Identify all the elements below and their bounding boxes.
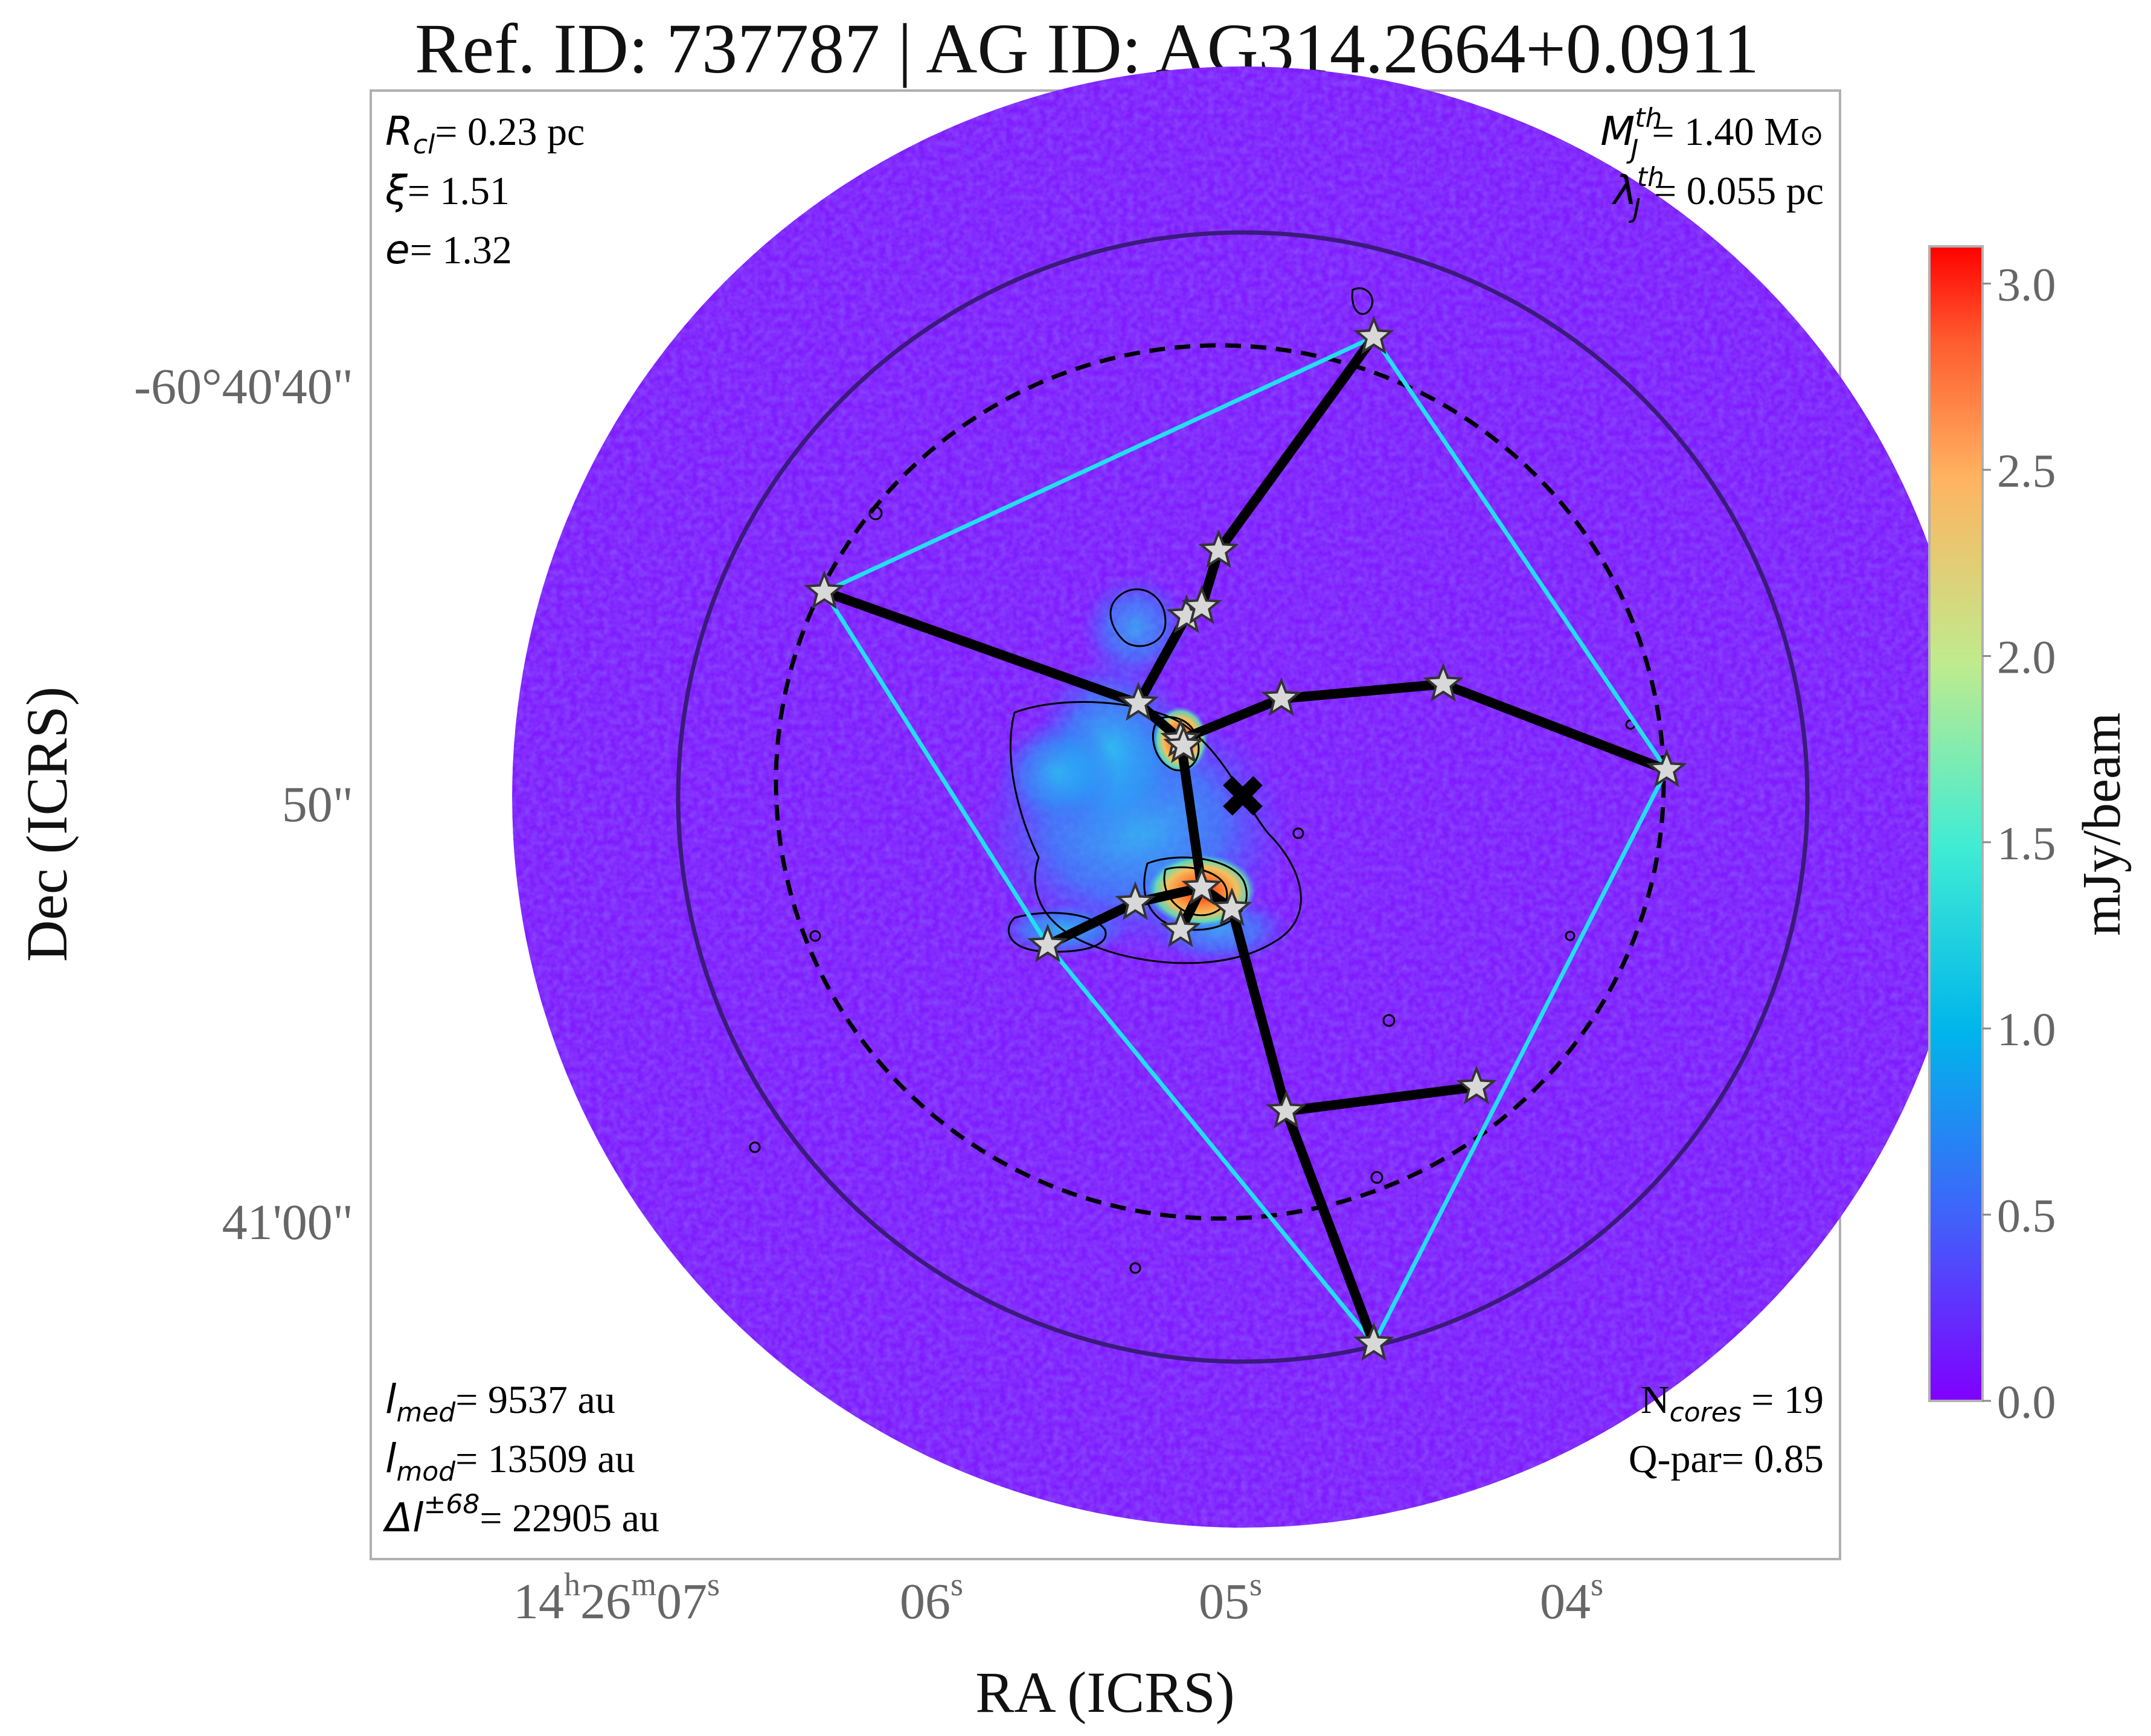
ann-bl-2-sup: ±68 (424, 1489, 480, 1520)
ann-tl-2-text: = 1.32 (410, 228, 512, 272)
x-tick-s: 07 (656, 1574, 707, 1630)
cluster-center-marker (1223, 776, 1263, 816)
ann-br-1-text: = 0.85 (1722, 1437, 1824, 1481)
x-tick-m-unit: m (631, 1566, 656, 1603)
colorbar-tick-label: 1.0 (1997, 1003, 2056, 1055)
svg-text:e= 1.32: e= 1.32 (385, 226, 512, 273)
x-tick-label: 06s (900, 1566, 963, 1630)
ann-br-0-text: = 19 (1742, 1378, 1824, 1422)
annotation-top-right: Mth J = 1.40 M⊙ λth J = 0.055 pc (1600, 103, 1824, 224)
core-star-marker (1181, 866, 1222, 905)
svg-text:Q-par= 0.85: Q-par= 0.85 (1629, 1437, 1824, 1481)
x-tick-val: 06 (900, 1574, 950, 1630)
annotation-bottom-left: lmed= 9537 au lmod= 13509 au Δl±68= 2290… (382, 1376, 659, 1541)
svg-text:ξ= 1.51: ξ= 1.51 (385, 167, 510, 214)
fitted-ellipse (774, 343, 1666, 1221)
colorbar-tick-label: 1.5 (1997, 817, 2056, 870)
x-tick-s-unit: s (707, 1566, 720, 1603)
ann-bl-0-sub: med (396, 1397, 456, 1428)
ann-tr-0-sup: th (1635, 103, 1662, 133)
ann-bl-1-text: = 13509 au (455, 1437, 635, 1481)
colorbar-tick-label: 3.0 (1997, 258, 2056, 311)
y-tick-label: 50" (282, 777, 353, 833)
x-tick-labels: 14h26m07s 06s 05s 04s (513, 1566, 1603, 1630)
core-star-marker (1118, 682, 1159, 721)
x-axis-label: RA (ICRS) (975, 1660, 1234, 1725)
ann-bl-2-text: = 22905 au (479, 1496, 659, 1540)
core-star-marker (1211, 887, 1252, 926)
ann-tr-1-sym: λ (1612, 167, 1637, 214)
ann-bl-0-sym: l (385, 1376, 397, 1423)
x-tick-val: 05 (1199, 1574, 1249, 1630)
core-star-marker (1353, 315, 1394, 354)
x-tick-unit: s (1591, 1566, 1603, 1603)
ann-tl-0-sym: R (385, 108, 413, 155)
x-tick-h-unit: h (564, 1566, 580, 1603)
core-star-marker (1160, 908, 1201, 947)
ann-tl-1-sym: ξ (385, 167, 408, 214)
ann-tl-2-sym: e (385, 226, 410, 273)
colorbar-tick-label: 0.5 (1997, 1190, 2056, 1242)
x-tick-unit: s (950, 1566, 963, 1603)
core-star-marker (1646, 748, 1687, 787)
colorbar-tick-label: 0.0 (1997, 1376, 2056, 1428)
colorbar-tick-label: 2.5 (1997, 444, 2056, 497)
y-tick-labels: -60°40'40" 50" 41'00" (134, 359, 353, 1251)
svg-text:Δl±68= 22905 au: Δl±68= 22905 au (382, 1489, 659, 1541)
cores (804, 315, 1687, 1361)
x-tick-unit: s (1249, 1566, 1262, 1603)
ann-tr-1-sup: th (1637, 162, 1664, 193)
outer-radius-circle (676, 230, 1810, 1364)
annotation-bottom-right: Ncores = 19 Q-par= 0.85 (1629, 1378, 1824, 1481)
chart-title: Ref. ID: 737787 | AG ID: AG314.2664+0.09… (415, 9, 1759, 88)
ann-bl-0-text: = 9537 au (455, 1378, 615, 1422)
ann-br-1-pre: Q-par (1629, 1437, 1722, 1481)
convex-hull (821, 334, 1670, 1348)
ann-tl-1-text: = 1.51 (408, 169, 510, 213)
svg-text:lmod= 13509 au: lmod= 13509 au (385, 1435, 635, 1487)
ann-bl-1-sym: l (385, 1435, 397, 1482)
core-star-marker (804, 570, 845, 609)
core-star-marker (1266, 1089, 1307, 1129)
ann-br-0-sub: cores (1670, 1397, 1742, 1428)
x-tick-label: 14h26m07s (513, 1566, 720, 1630)
ann-tr-0-suffix: ⊙ (1800, 118, 1824, 152)
ann-tr-0-text: = 1.40 M (1652, 110, 1799, 154)
colorbar-ticks: 3.0 2.5 2.0 1.5 1.0 0.5 0.0 (1983, 258, 2056, 1428)
core-star-marker (1027, 923, 1068, 962)
core-star-marker (1353, 1322, 1394, 1361)
core-star-marker (1115, 881, 1156, 920)
ann-bl-1-sub: mod (396, 1456, 456, 1487)
core-star-marker (1181, 585, 1222, 624)
x-tick-m: 26 (580, 1574, 631, 1630)
ann-bl-2-sym: Δl (382, 1494, 424, 1541)
core-star-marker (1456, 1065, 1497, 1104)
ann-tl-0-text: = 0.23 pc (435, 110, 585, 154)
colorbar (1928, 245, 1984, 1402)
ann-tr-0-sym: M (1600, 108, 1635, 155)
core-star-marker (1198, 529, 1239, 568)
y-tick-label: -60°40'40" (134, 359, 353, 415)
ann-tl-0-sub: cl (413, 129, 435, 160)
colorbar-tick-label: 2.0 (1997, 630, 2056, 683)
core-star-marker (1261, 677, 1302, 716)
ann-br-0-pre: N (1641, 1378, 1670, 1422)
y-tick-label: 41'00" (222, 1194, 353, 1251)
x-tick-val: 04 (1540, 1574, 1591, 1630)
core-star-marker (1163, 724, 1204, 763)
svg-text:lmed= 9537 au: lmed= 9537 au (385, 1376, 615, 1428)
x-tick-h: 14 (513, 1574, 564, 1630)
svg-text:Rcl= 0.23 pc: Rcl= 0.23 pc (385, 108, 585, 160)
x-tick-label: 05s (1199, 1566, 1262, 1630)
annotation-top-left: Rcl= 0.23 pc ξ= 1.51 e= 1.32 (385, 108, 585, 273)
y-axis-label: Dec (ICRS) (14, 687, 79, 962)
ann-tr-1-text: = 0.055 pc (1654, 169, 1824, 213)
colorbar-label: mJy/beam (2072, 713, 2132, 936)
svg-text:Ncores = 19: Ncores = 19 (1641, 1378, 1824, 1428)
x-tick-label: 04s (1540, 1566, 1603, 1630)
core-star-marker (1423, 662, 1464, 702)
